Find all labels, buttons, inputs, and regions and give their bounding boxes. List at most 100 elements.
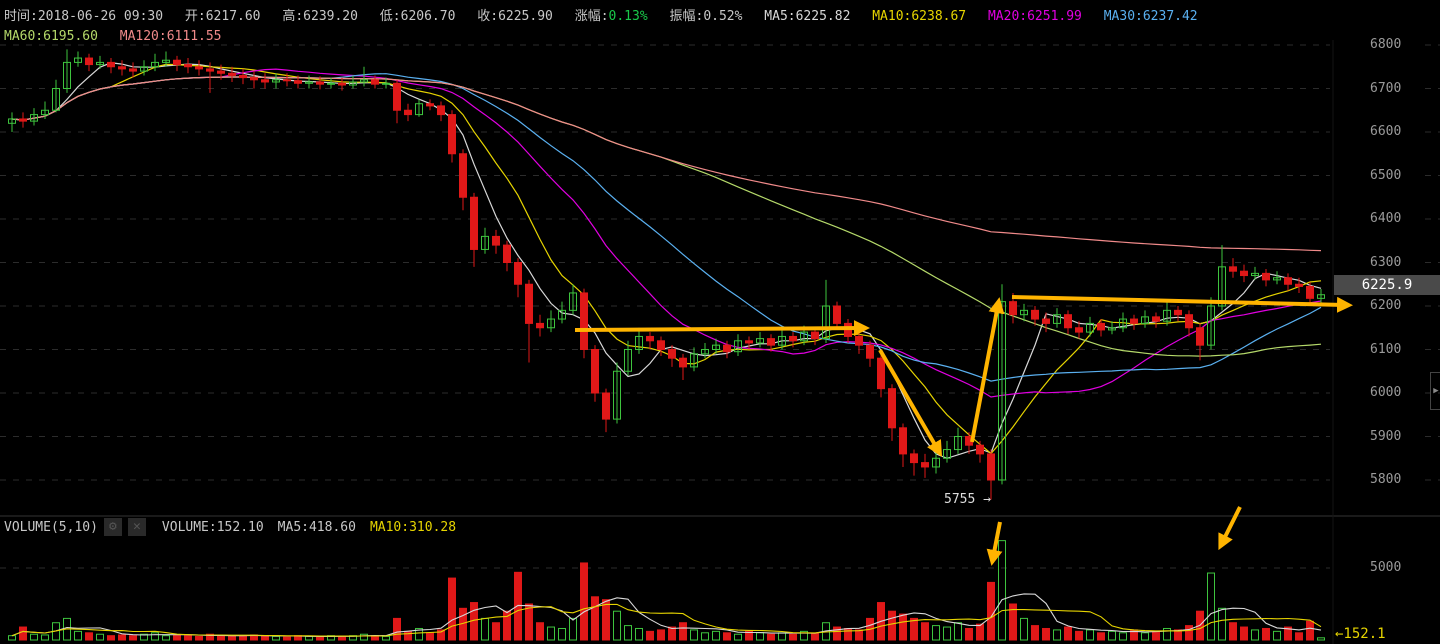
candle-body bbox=[492, 235, 500, 246]
candle-body bbox=[107, 61, 115, 68]
price-tick-label: 6200 bbox=[1370, 298, 1402, 313]
candle-body bbox=[52, 88, 60, 111]
volume-bar bbox=[635, 627, 643, 641]
candle-body bbox=[195, 66, 203, 70]
gear-icon[interactable]: ⚙ bbox=[103, 518, 122, 536]
candle-body bbox=[41, 109, 49, 116]
volume-bar bbox=[646, 630, 654, 641]
current-price-tag: 6225.9 bbox=[1334, 275, 1440, 295]
time-readout: 时间:2018-06-26 09:30 bbox=[4, 9, 164, 24]
candle-body bbox=[1086, 322, 1094, 333]
volume-bar bbox=[712, 630, 720, 641]
volume-bar bbox=[932, 625, 940, 641]
volume-ma10-line bbox=[11, 603, 1322, 637]
volume-bar bbox=[1108, 630, 1116, 641]
candle-body bbox=[184, 64, 192, 68]
last-volume-marker: ←152.1 bbox=[1335, 626, 1386, 642]
volume-bar bbox=[558, 627, 566, 641]
annotation-arrow bbox=[574, 320, 870, 337]
volume-bar bbox=[1064, 626, 1072, 641]
annotation-arrow bbox=[1011, 295, 1353, 313]
volume-bar bbox=[1317, 637, 1325, 641]
volume-bar bbox=[921, 622, 929, 641]
volume-bar bbox=[536, 622, 544, 641]
volume-bar bbox=[899, 613, 907, 641]
volume-bar bbox=[272, 635, 280, 641]
volume-bar bbox=[657, 629, 665, 641]
candle-body bbox=[954, 436, 962, 451]
close-icon[interactable]: ✕ bbox=[127, 518, 146, 536]
volume-tick-label: 5000 bbox=[1370, 560, 1402, 575]
candle-body bbox=[624, 349, 632, 372]
candle-body bbox=[646, 335, 654, 342]
volume-bar bbox=[492, 622, 500, 641]
volume-bar bbox=[437, 629, 445, 641]
ma5-line bbox=[11, 62, 1322, 459]
volume-bar bbox=[998, 540, 1006, 641]
candle-body bbox=[789, 335, 797, 342]
candle-body bbox=[745, 340, 753, 344]
candle-body bbox=[404, 109, 412, 116]
volume-bar bbox=[360, 633, 368, 641]
volume-bar bbox=[844, 627, 852, 641]
volume-bar bbox=[767, 633, 775, 641]
candle-body bbox=[1185, 314, 1193, 329]
volume-bar bbox=[1031, 625, 1039, 641]
candle-body bbox=[19, 118, 27, 122]
candle-body bbox=[327, 82, 335, 85]
volume-bar bbox=[503, 610, 511, 641]
candle-body bbox=[734, 340, 742, 353]
candle-body bbox=[1119, 318, 1127, 329]
candle-body bbox=[1163, 309, 1171, 322]
change-readout: 涨幅:0.13% bbox=[575, 9, 648, 24]
caret-right-icon: ▶ bbox=[1433, 386, 1439, 396]
period-low-marker: 5755 → bbox=[944, 492, 991, 507]
candle-body bbox=[96, 61, 104, 66]
ma120-line bbox=[11, 76, 1322, 252]
candle-body bbox=[943, 449, 951, 459]
volume-bar bbox=[734, 633, 742, 641]
annotation-arrow bbox=[970, 297, 1005, 443]
candle-body bbox=[1031, 309, 1039, 320]
volume-bar bbox=[1262, 627, 1270, 641]
candle-body bbox=[1075, 327, 1083, 333]
candle-body bbox=[580, 292, 588, 351]
candle-body bbox=[261, 79, 269, 83]
volume-bar bbox=[943, 626, 951, 641]
volume-bar bbox=[525, 603, 533, 641]
volume-bar bbox=[8, 635, 16, 641]
volume-bar bbox=[481, 617, 489, 641]
candle-body bbox=[1097, 322, 1105, 331]
volume-bar bbox=[1273, 630, 1281, 641]
expand-panel-button[interactable]: ▶ bbox=[1430, 372, 1440, 410]
candle-body bbox=[1064, 314, 1072, 329]
volume-bar bbox=[690, 629, 698, 641]
volume-ma5-readout: MA5:418.60 bbox=[277, 519, 356, 535]
volume-bar bbox=[800, 630, 808, 641]
candle-body bbox=[360, 79, 368, 83]
candle-body bbox=[448, 114, 456, 155]
volume-bar bbox=[1152, 630, 1160, 641]
price-tick-label: 6700 bbox=[1370, 80, 1402, 96]
ma20-readout: MA20:6251.99 bbox=[987, 9, 1082, 24]
volume-bar bbox=[1229, 622, 1237, 641]
volume-bar bbox=[569, 617, 577, 641]
candle-body bbox=[1295, 283, 1303, 287]
volume-bar bbox=[855, 629, 863, 641]
candle-body bbox=[800, 331, 808, 342]
price-tick-label: 6800 bbox=[1370, 37, 1402, 52]
volume-bar bbox=[1009, 603, 1017, 641]
candle-body bbox=[228, 72, 236, 76]
candle-body bbox=[1141, 316, 1149, 324]
volume-bar bbox=[217, 635, 225, 641]
volume-bar bbox=[811, 633, 819, 641]
candle-body bbox=[822, 305, 830, 340]
candle-body bbox=[910, 453, 918, 464]
candle-body bbox=[305, 81, 313, 84]
high-readout: 高:6239.20 bbox=[282, 9, 358, 24]
candle-body bbox=[932, 457, 940, 468]
ma60-line bbox=[11, 76, 1322, 357]
volume-ma10-readout: MA10:310.28 bbox=[369, 519, 457, 535]
candle-body bbox=[426, 103, 434, 107]
